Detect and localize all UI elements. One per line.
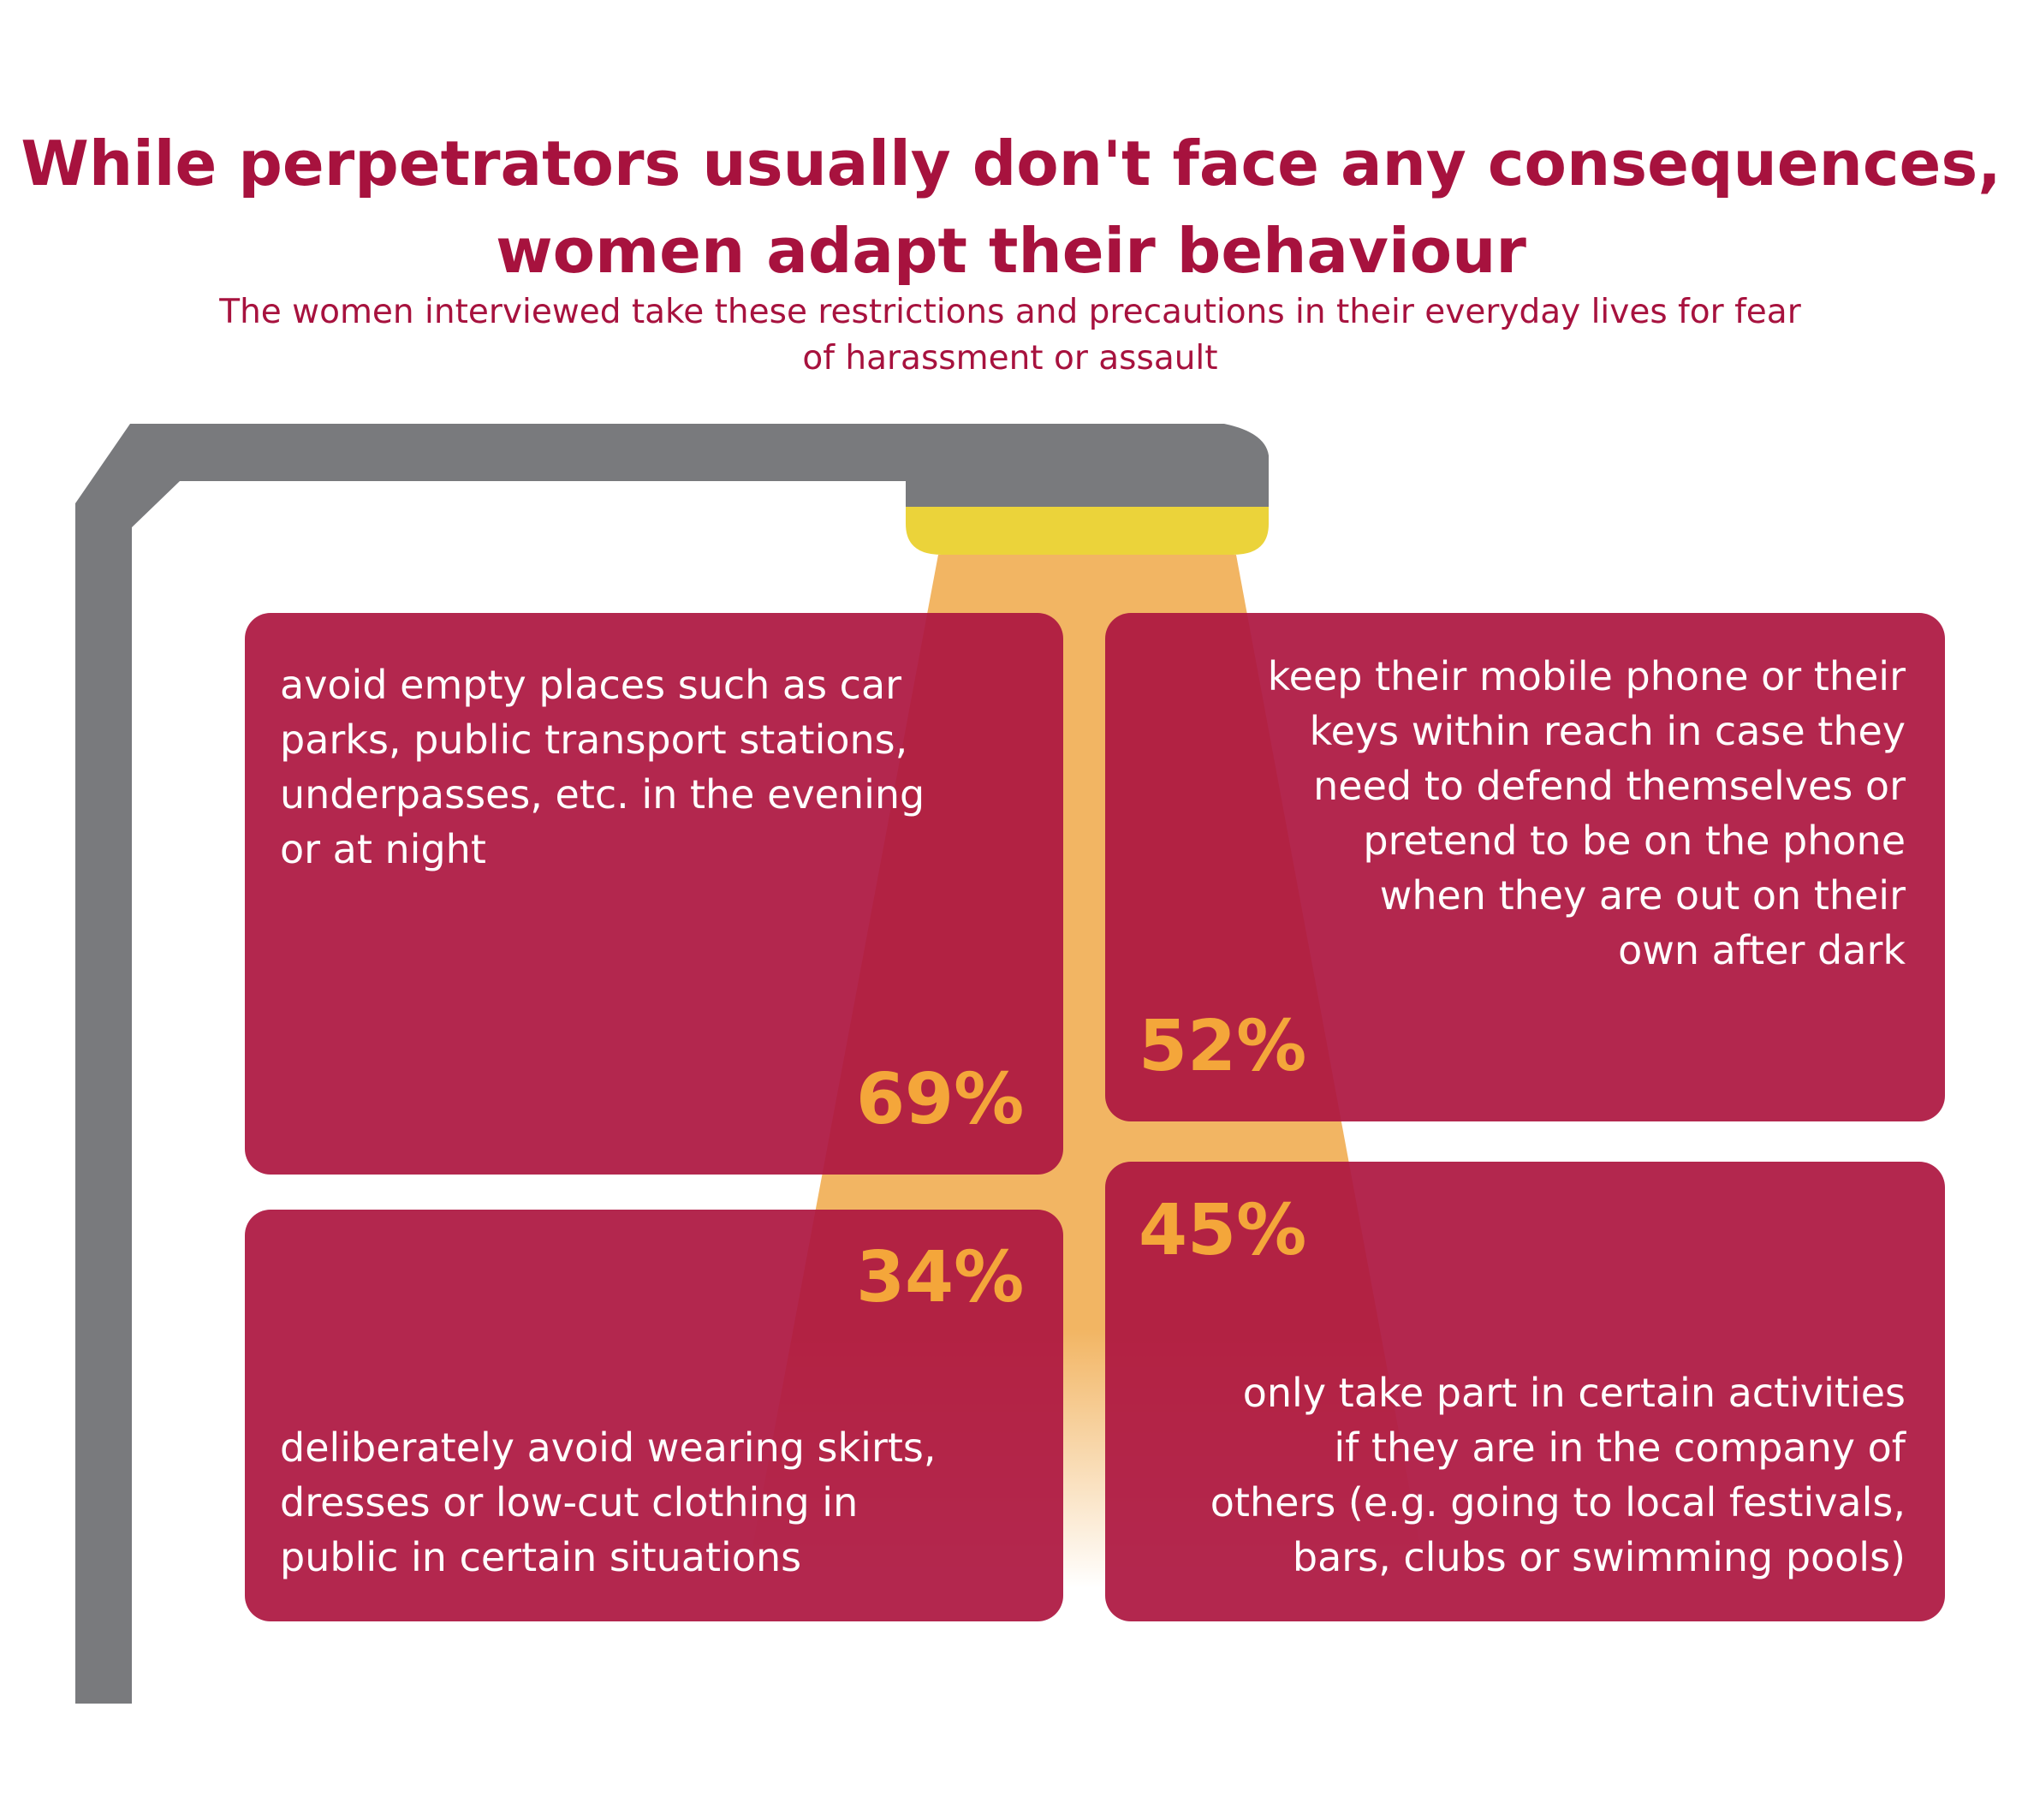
card-2-line: when they are out on their <box>1379 872 1906 919</box>
lamp-bulb-icon <box>906 507 1269 555</box>
page-title: While perpetrators usually don't face an… <box>0 120 2022 294</box>
card-1-line: or at night <box>280 826 486 872</box>
card-2-line: need to defend themselves or <box>1313 763 1906 809</box>
card-2-percent: 52% <box>1139 1006 1307 1087</box>
card-2-line: keys within reach in case they <box>1309 708 1906 754</box>
card-4-line: only take part in certain activities <box>1242 1370 1906 1416</box>
card-2-description: keep their mobile phone or their keys wi… <box>1130 649 1906 978</box>
card-1-line: avoid empty places such as car <box>280 662 902 708</box>
card-3-percent: 34% <box>856 1237 1025 1318</box>
card-4-description: only take part in certain activities if … <box>1113 1365 1906 1585</box>
subtitle-line-2: of harassment or assault <box>802 339 1218 378</box>
card-1 <box>245 613 1063 1175</box>
card-2-line: pretend to be on the phone <box>1363 818 1906 864</box>
card-4-line: if they are in the company of <box>1334 1424 1906 1471</box>
card-3-line: dresses or low-cut clothing in <box>280 1479 859 1526</box>
card-4-line: others (e.g. going to local festivals, <box>1210 1479 1906 1526</box>
subtitle: The women interviewed take these restric… <box>154 289 1866 382</box>
card-3-description: deliberately avoid wearing skirts, dress… <box>280 1420 1033 1585</box>
card-3 <box>245 1210 1063 1621</box>
subtitle-line-1: The women interviewed take these restric… <box>219 293 1801 331</box>
card-1-line: underpasses, etc. in the evening <box>280 771 925 818</box>
card-3-line: deliberately avoid wearing skirts, <box>280 1424 937 1471</box>
card-2-line: keep their mobile phone or their <box>1267 653 1906 699</box>
title-line-1: While perpetrators usually don't face an… <box>21 128 2001 199</box>
card-1-line: parks, public transport stations, <box>280 717 908 763</box>
card-3-line: public in certain situations <box>280 1534 802 1580</box>
card-4-percent: 45% <box>1139 1190 1307 1271</box>
card-2-line: own after dark <box>1618 927 1906 973</box>
title-line-2: women adapt their behaviour <box>496 215 1526 287</box>
card-1-percent: 69% <box>856 1059 1025 1140</box>
card-1-description: avoid empty places such as car parks, pu… <box>280 657 1033 877</box>
card-4-line: bars, clubs or swimming pools) <box>1292 1534 1906 1580</box>
card-4 <box>1105 1162 1945 1621</box>
card-2 <box>1105 613 1945 1121</box>
